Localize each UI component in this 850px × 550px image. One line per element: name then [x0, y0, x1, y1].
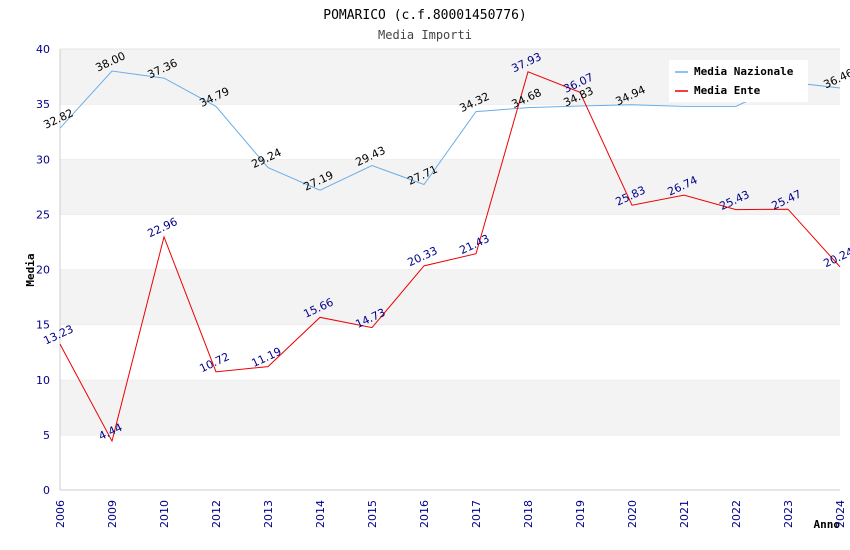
x-tick-2024: 2024 — [834, 500, 847, 528]
y-tick-35: 35 — [36, 98, 50, 111]
y-axis-label: Media — [24, 253, 37, 286]
band-15 — [60, 269, 840, 325]
band-20 — [60, 214, 840, 270]
x-tick-2016: 2016 — [418, 500, 431, 528]
band-30 — [60, 104, 840, 160]
y-tick-0: 0 — [43, 484, 50, 497]
legend: Media Nazionale Media Ente — [669, 60, 808, 102]
chart-subtitle: Media Importi — [378, 28, 472, 42]
y-tick-30: 30 — [36, 153, 50, 166]
x-tick-2014: 2014 — [314, 500, 327, 528]
y-tick-15: 15 — [36, 319, 50, 332]
band-5 — [60, 379, 840, 435]
band-10 — [60, 324, 840, 380]
x-tick-2013: 2013 — [262, 500, 275, 528]
x-tick-2006: 2006 — [54, 500, 67, 528]
x-tick-2015: 2015 — [366, 500, 379, 528]
x-tick-2010: 2010 — [158, 500, 171, 528]
legend-label-media-nazionale: Media Nazionale — [694, 65, 794, 78]
x-tick-2009: 2009 — [106, 500, 119, 528]
legend-label-media-ente: Media Ente — [694, 84, 761, 97]
y-tick-labels: 0 5 10 15 20 25 30 35 40 — [36, 43, 50, 497]
series-lines — [59, 70, 841, 443]
x-axis-label: Anno — [814, 518, 841, 531]
x-tick-2022: 2022 — [730, 500, 743, 528]
chart-title: POMARICO (c.f.80001450776) — [323, 8, 527, 23]
band-0 — [60, 434, 840, 490]
y-tick-5: 5 — [43, 429, 50, 442]
x-tick-2023: 2023 — [782, 500, 795, 528]
x-tick-2017: 2017 — [470, 500, 483, 528]
y-tick-40: 40 — [36, 43, 50, 56]
x-tick-2019: 2019 — [574, 500, 587, 528]
band-25 — [60, 159, 840, 215]
legend-box — [669, 60, 808, 102]
line-media-ente — [59, 71, 841, 443]
x-tick-2018: 2018 — [522, 500, 535, 528]
y-tick-20: 20 — [36, 264, 50, 277]
x-tick-labels: 2006 2009 2010 2012 2013 2014 2015 2016 2017 2018… — [54, 500, 847, 528]
x-tick-2021: 2021 — [678, 500, 691, 528]
y-tick-25: 25 — [36, 208, 50, 221]
x-tick-2020: 2020 — [626, 500, 639, 528]
y-tick-10: 10 — [36, 374, 50, 387]
x-tick-2012: 2012 — [210, 500, 223, 528]
line-media-nazionale — [59, 70, 841, 191]
